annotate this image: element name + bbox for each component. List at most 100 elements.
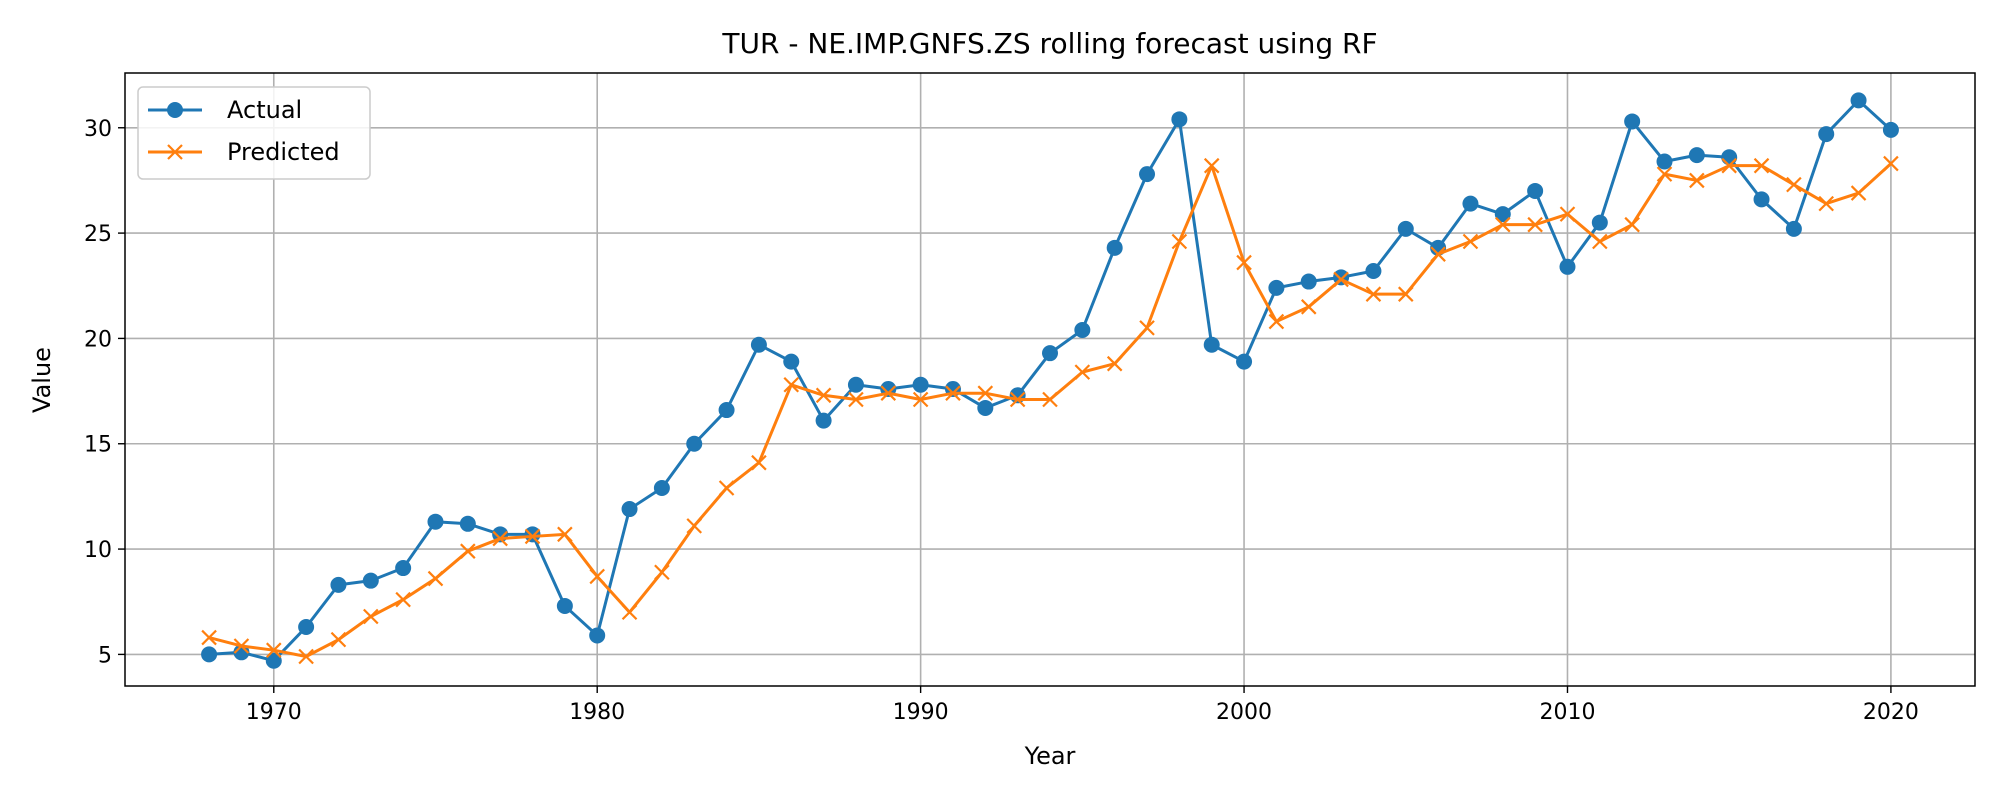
predicted-point: [718, 480, 735, 496]
predicted-point: [977, 385, 994, 401]
actual-series: [201, 92, 1899, 669]
predicted-point: [1883, 155, 1899, 172]
actual-point: [395, 560, 412, 577]
predicted-point: [912, 391, 929, 408]
y-tick-label: 5: [98, 643, 112, 668]
actual-point: [330, 576, 347, 593]
y-tick-label: 10: [84, 538, 112, 563]
predicted-point: [1495, 216, 1511, 233]
series-layer: [201, 92, 1899, 669]
predicted-point: [298, 648, 314, 665]
actual-point: [1591, 214, 1608, 231]
legend: Actual Predicted: [137, 86, 371, 180]
predicted-point: [848, 391, 864, 408]
predicted-point: [460, 543, 476, 559]
actual-point: [1882, 121, 1899, 138]
actual-point: [1171, 111, 1188, 128]
actual-point: [1559, 258, 1576, 275]
actual-point: [1753, 191, 1770, 208]
predicted-point: [1786, 176, 1802, 193]
predicted-point: [201, 629, 217, 646]
actual-line: [208, 98, 1892, 663]
actual-point: [1850, 92, 1867, 109]
actual-point: [847, 376, 864, 393]
predicted-point: [1333, 271, 1349, 288]
actual-point: [362, 572, 379, 589]
predicted-line: [208, 162, 1892, 659]
actual-point: [1106, 239, 1123, 256]
x-axis-label: Year: [1024, 742, 1076, 770]
y-axis-label: Value: [28, 347, 56, 413]
actual-point: [653, 479, 670, 496]
x-tick-label: 1990: [893, 700, 949, 725]
actual-point: [589, 627, 606, 644]
predicted-point: [880, 385, 897, 401]
legend-marker-predicted: [167, 144, 183, 160]
predicted-point: [783, 376, 800, 393]
predicted-point: [233, 638, 250, 654]
x-tick-label: 2010: [1539, 700, 1595, 725]
predicted-point: [945, 385, 961, 401]
predicted-point: [1527, 216, 1543, 233]
actual-point: [815, 412, 832, 429]
x-tick-label: 2020: [1863, 700, 1919, 725]
actual-point: [1688, 147, 1705, 164]
y-tick-label: 20: [84, 327, 112, 352]
actual-point: [201, 646, 218, 663]
actual-point: [1042, 345, 1058, 362]
predicted-point: [1559, 206, 1576, 222]
predicted-point: [363, 608, 379, 625]
predicted-point: [1818, 195, 1834, 212]
predicted-point: [492, 530, 508, 547]
actual-point: [233, 644, 250, 661]
predicted-point: [1850, 185, 1867, 201]
legend-marker-actual: [167, 102, 183, 118]
actual-point: [1397, 220, 1414, 237]
predicted-point: [1300, 299, 1317, 315]
predicted-point: [524, 528, 541, 545]
actual-point: [1494, 206, 1511, 223]
actual-point: [977, 399, 994, 416]
predicted-point: [330, 631, 347, 648]
predicted-point: [1365, 286, 1382, 302]
predicted-point: [1074, 364, 1091, 380]
y-tick-label: 30: [84, 117, 112, 142]
actual-point: [1074, 321, 1091, 338]
predicted-point: [1592, 233, 1608, 250]
predicted-point: [589, 568, 605, 585]
actual-point: [750, 336, 767, 353]
actual-point: [427, 513, 444, 530]
actual-point: [1818, 126, 1835, 143]
predicted-point: [1106, 355, 1123, 372]
x-tick-label: 1980: [569, 700, 625, 725]
predicted-point: [1009, 391, 1026, 408]
predicted-point: [1721, 157, 1737, 174]
actual-point: [1785, 220, 1802, 237]
predicted-point: [395, 591, 411, 608]
x-tick-label: 2000: [1216, 700, 1272, 725]
predicted-point: [427, 570, 444, 587]
legend-label-predicted: Predicted: [227, 138, 340, 166]
predicted-point: [686, 518, 703, 534]
actual-point: [1365, 263, 1382, 280]
predicted-point: [1624, 216, 1640, 233]
predicted-point: [1139, 320, 1155, 336]
predicted-point: [1171, 233, 1188, 250]
actual-point: [1203, 336, 1220, 353]
predicted-point: [1042, 391, 1058, 408]
predicted-point: [1268, 313, 1285, 330]
actual-point: [1656, 153, 1673, 170]
x-tick-label: 1970: [246, 700, 302, 725]
predicted-point: [654, 564, 670, 581]
predicted-point: [1462, 233, 1479, 250]
predicted-point: [1689, 172, 1705, 189]
predicted-point: [621, 604, 638, 621]
predicted-point: [1656, 166, 1673, 182]
actual-point: [1268, 279, 1285, 296]
actual-point: [298, 619, 315, 636]
actual-point: [1236, 353, 1253, 370]
predicted-point: [815, 387, 832, 404]
actual-point: [1721, 149, 1738, 166]
y-tick-label: 25: [84, 222, 112, 247]
